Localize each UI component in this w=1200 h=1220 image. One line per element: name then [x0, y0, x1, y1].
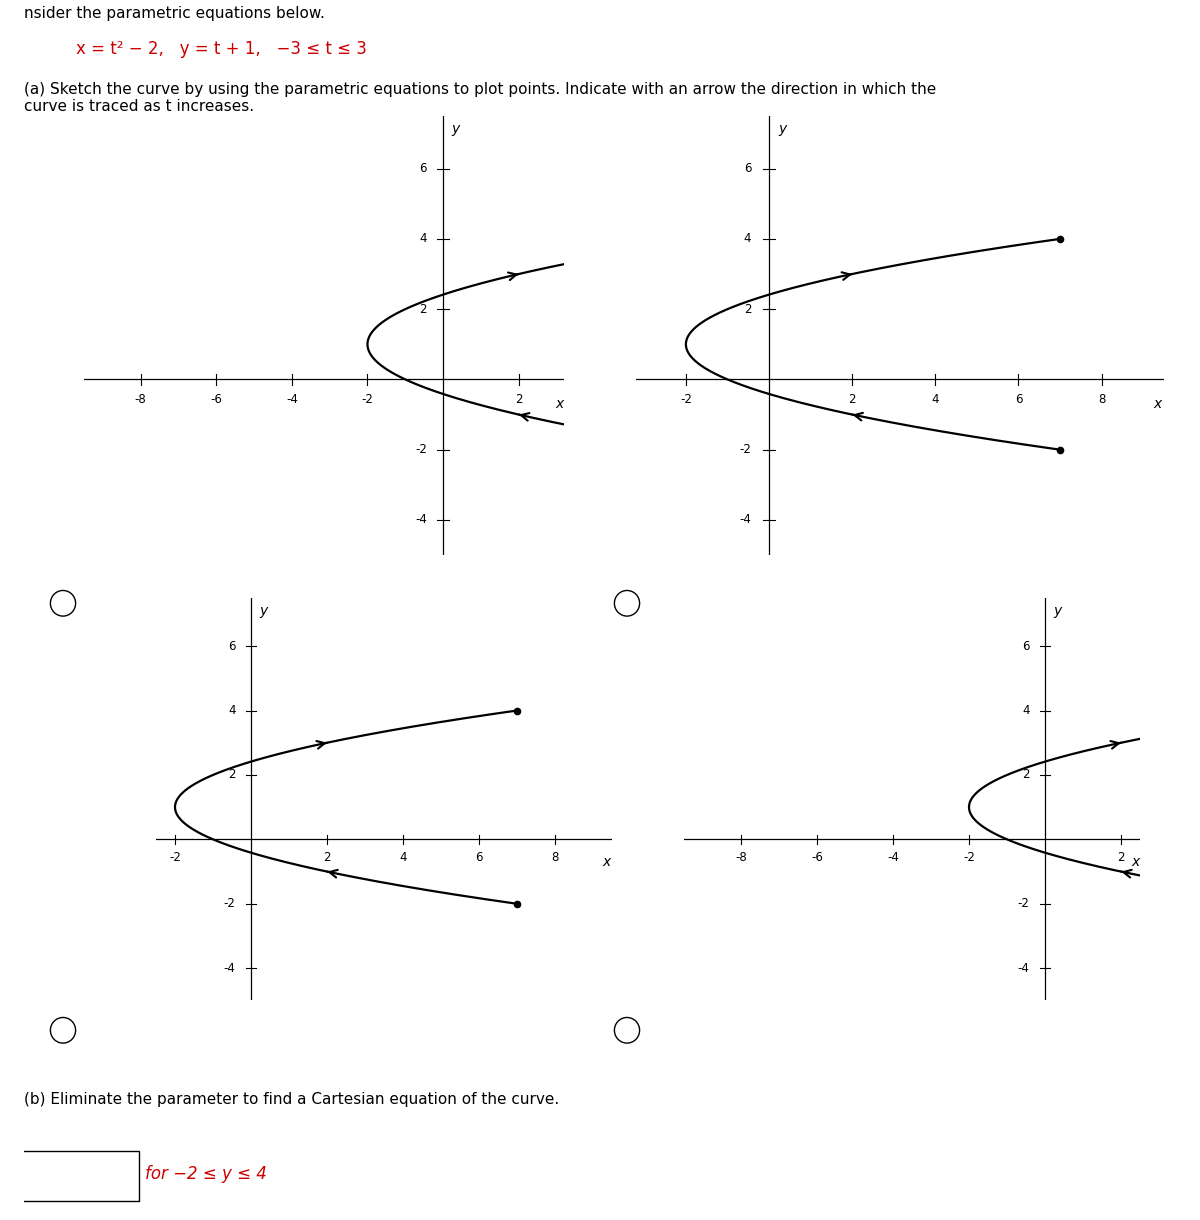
Text: -4: -4	[739, 514, 751, 527]
Text: x: x	[1132, 855, 1140, 870]
Text: 2: 2	[228, 769, 235, 782]
Text: -4: -4	[286, 393, 298, 405]
Text: -4: -4	[887, 852, 899, 865]
Text: 8: 8	[551, 852, 559, 865]
Text: x = t² − 2,   y = t + 1,   −3 ≤ t ≤ 3: x = t² − 2, y = t + 1, −3 ≤ t ≤ 3	[76, 40, 367, 59]
Text: -2: -2	[680, 393, 692, 405]
Text: 2: 2	[744, 303, 751, 316]
Text: x: x	[1153, 396, 1162, 411]
Text: 2: 2	[420, 303, 427, 316]
Text: -4: -4	[224, 961, 235, 975]
Text: 2: 2	[1117, 852, 1124, 865]
Text: 4: 4	[1022, 704, 1030, 717]
Text: x: x	[602, 855, 610, 870]
Text: nsider the parametric equations below.: nsider the parametric equations below.	[24, 6, 325, 21]
Text: y: y	[451, 122, 460, 137]
Text: -8: -8	[736, 852, 746, 865]
Text: for −2 ≤ y ≤ 4: for −2 ≤ y ≤ 4	[145, 1165, 266, 1182]
Text: -4: -4	[1018, 961, 1030, 975]
Text: 4: 4	[228, 704, 235, 717]
Text: 6: 6	[744, 162, 751, 176]
Text: 4: 4	[400, 852, 407, 865]
Text: 6: 6	[475, 852, 482, 865]
Text: -8: -8	[134, 393, 146, 405]
Text: 2: 2	[515, 393, 522, 405]
FancyBboxPatch shape	[18, 1152, 139, 1200]
Text: -6: -6	[210, 393, 222, 405]
Text: -2: -2	[361, 393, 373, 405]
Text: -6: -6	[811, 852, 823, 865]
Text: 4: 4	[931, 393, 940, 405]
Text: 6: 6	[228, 639, 235, 653]
Text: (b) Eliminate the parameter to find a Cartesian equation of the curve.: (b) Eliminate the parameter to find a Ca…	[24, 1092, 559, 1107]
Text: 2: 2	[323, 852, 331, 865]
Text: 4: 4	[744, 232, 751, 245]
Text: 6: 6	[420, 162, 427, 176]
Text: 4: 4	[420, 232, 427, 245]
Text: 6: 6	[1015, 393, 1022, 405]
Text: 2: 2	[848, 393, 856, 405]
Text: 2: 2	[1022, 769, 1030, 782]
Text: -4: -4	[415, 514, 427, 527]
Text: -2: -2	[169, 852, 181, 865]
Text: 8: 8	[1098, 393, 1105, 405]
Text: -2: -2	[1018, 897, 1030, 910]
Text: -2: -2	[224, 897, 235, 910]
Text: -2: -2	[964, 852, 974, 865]
Text: -2: -2	[415, 443, 427, 456]
Text: y: y	[259, 604, 268, 617]
Text: x: x	[556, 396, 563, 411]
Text: -2: -2	[739, 443, 751, 456]
Text: y: y	[779, 122, 787, 137]
Text: y: y	[1054, 604, 1062, 617]
Text: (a) Sketch the curve by using the parametric equations to plot points. Indicate : (a) Sketch the curve by using the parame…	[24, 82, 936, 115]
Text: 6: 6	[1022, 639, 1030, 653]
